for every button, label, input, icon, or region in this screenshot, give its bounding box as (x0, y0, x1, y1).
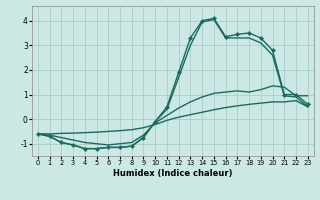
X-axis label: Humidex (Indice chaleur): Humidex (Indice chaleur) (113, 169, 233, 178)
